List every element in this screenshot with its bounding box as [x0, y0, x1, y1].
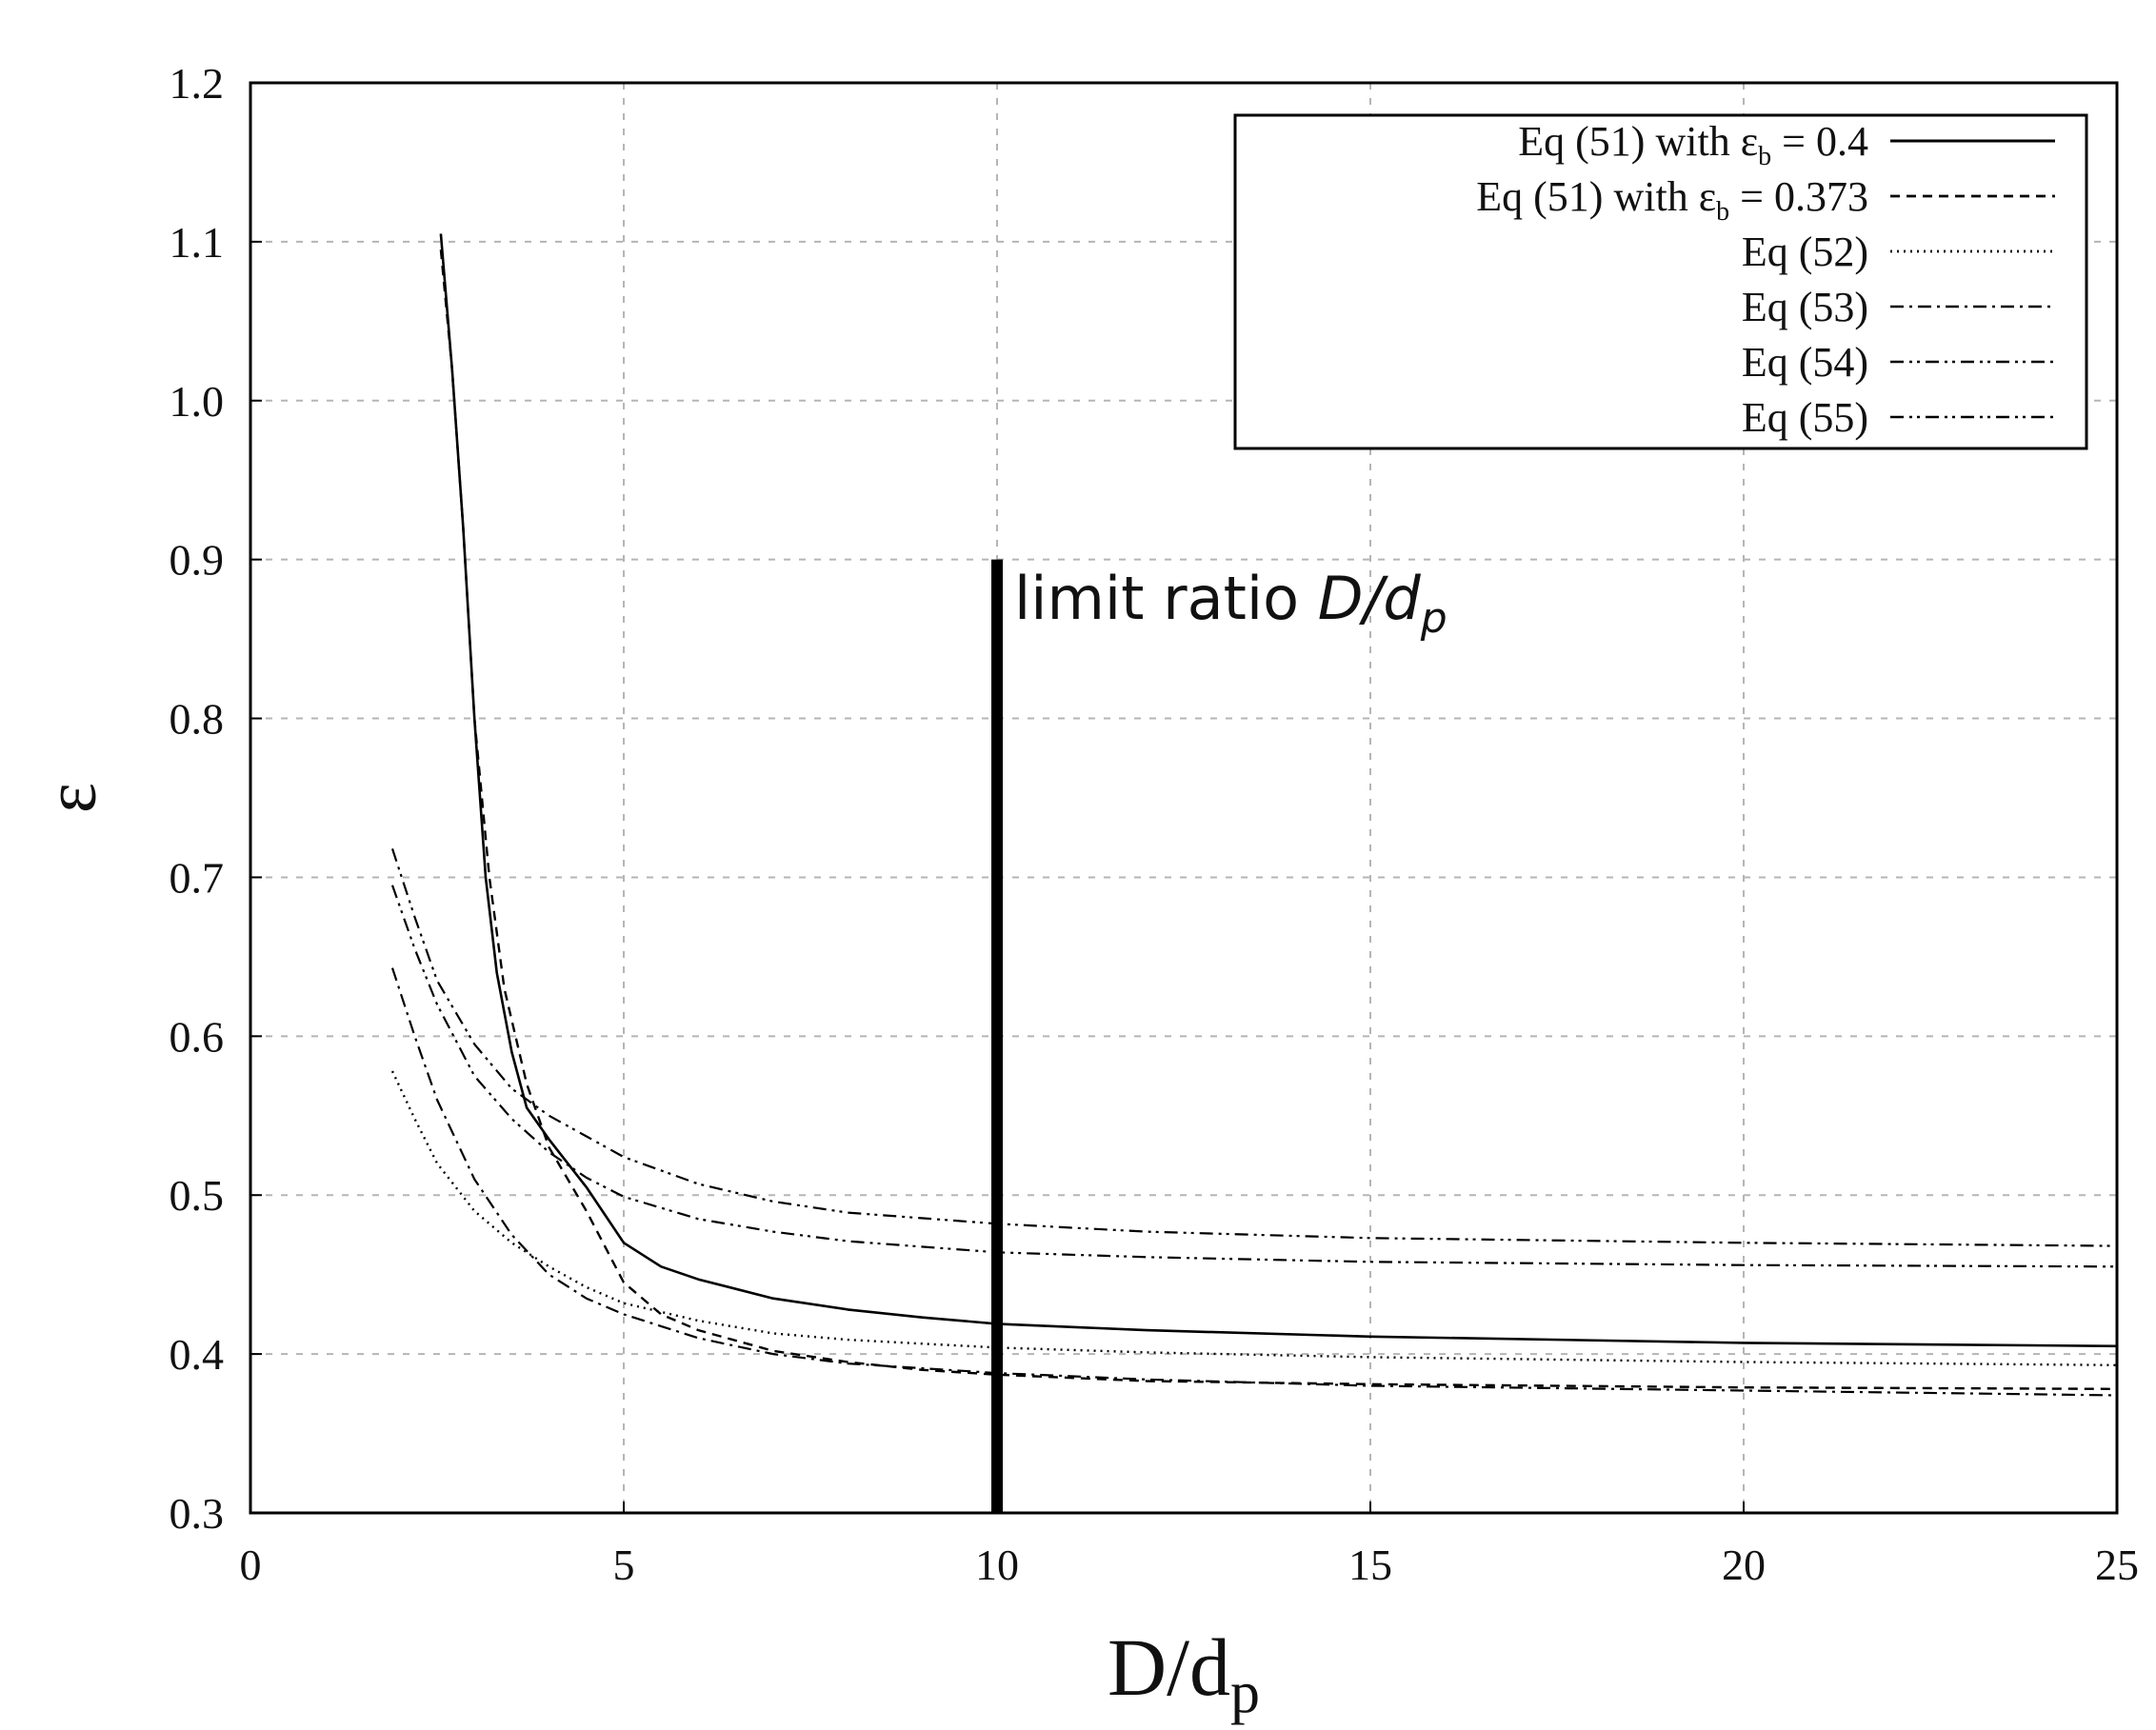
- y-tick-label-7: 1.0: [170, 377, 225, 426]
- series-group: [390, 233, 2118, 1397]
- y-tick-label-8: 1.1: [170, 218, 225, 267]
- y-tick-label-1: 0.4: [170, 1330, 225, 1379]
- legend-label-2: Eq (51) with εb = 0.373: [1476, 173, 1868, 227]
- y-tick-label-9: 1.2: [170, 59, 225, 108]
- x-tick-label-3: 15: [1348, 1541, 1392, 1589]
- legend: Eq (51) with εb = 0.4Eq (51) with εb = 0…: [1233, 113, 2088, 450]
- y-axis-title: ε: [31, 783, 111, 813]
- x-tick-label-2: 10: [975, 1541, 1019, 1589]
- series-line-5: [390, 848, 2118, 1247]
- plot-frame: [249, 81, 2119, 1515]
- x-tick-label-4: 20: [1722, 1541, 1766, 1589]
- x-tick-label-1: 5: [613, 1541, 635, 1589]
- legend-label-6: Eq (55): [1742, 394, 1868, 441]
- y-tick-label-6: 0.9: [170, 536, 225, 585]
- x-tick-label-0: 0: [240, 1541, 262, 1589]
- series-line-6: [390, 885, 2118, 1268]
- x-axis-title: D/dp: [1108, 1621, 1260, 1725]
- y-tick-label-0: 0.3: [170, 1489, 225, 1538]
- legend-label-1: Eq (51) with εb = 0.4: [1518, 118, 1868, 171]
- y-tick-label-5: 0.8: [170, 695, 225, 744]
- limit-ratio-annotation: limit ratio D/dp: [991, 559, 1447, 1513]
- legend-label-4: Eq (53): [1742, 284, 1868, 330]
- y-tick-label-3: 0.6: [170, 1012, 225, 1061]
- y-tick-label-2: 0.5: [170, 1171, 225, 1220]
- limit-ratio-label: limit ratio D/dp: [1014, 564, 1447, 643]
- series-line-1: [439, 233, 2118, 1348]
- legend-box: [1233, 113, 2088, 450]
- series-line-4: [390, 967, 2118, 1397]
- legend-label-3: Eq (52): [1742, 229, 1868, 275]
- y-tick-label-4: 0.7: [170, 853, 225, 902]
- series-line-3: [390, 1070, 2118, 1366]
- axis-ticks: 0 5 10 15 20 25 0.3 0.4 0.5 0.6 0.7 0.8 0.9 1.0 1.1 1.2: [170, 59, 2140, 1589]
- series-line-2: [439, 249, 2118, 1390]
- legend-label-5: Eq (54): [1742, 339, 1868, 386]
- x-tick-label-5: 25: [2095, 1541, 2139, 1589]
